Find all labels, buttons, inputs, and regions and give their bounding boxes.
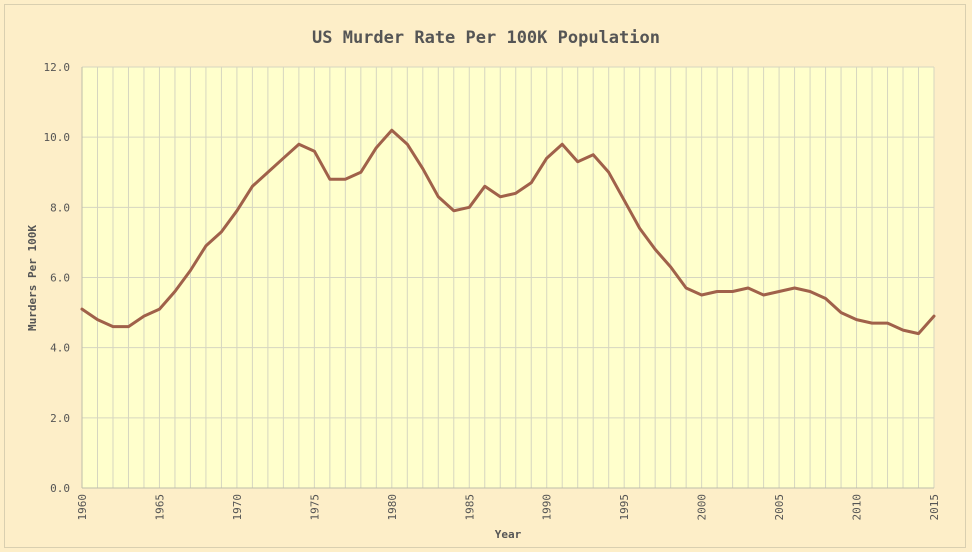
axes [81, 67, 934, 489]
chart-title: US Murder Rate Per 100K Population [312, 28, 660, 48]
series-layer [80, 128, 936, 336]
x-tick-label: 1990 [541, 494, 554, 521]
tick-labels: 0.0 2.0 4.0 6.0 8.0 10.0 12.0 1960 1965 1970 1975 1… [44, 61, 942, 521]
x-tick-label: 1965 [153, 494, 166, 521]
x-tick-label: 2010 [851, 494, 864, 521]
series-line [80, 128, 936, 336]
y-tick-label: 10.0 [44, 131, 71, 144]
y-tick-label: 2.0 [50, 412, 70, 425]
x-tick-label: 1970 [231, 494, 244, 521]
x-axis-title: Year [495, 528, 522, 541]
x-tick-label: 2015 [928, 494, 941, 521]
x-tick-label: 2000 [696, 494, 709, 521]
y-tick-label: 8.0 [50, 201, 70, 214]
y-tick-label: 12.0 [44, 61, 71, 74]
x-tick-label: 1975 [308, 494, 321, 521]
y-tick-label: 4.0 [50, 342, 70, 355]
x-tick-label: 2005 [773, 494, 786, 521]
x-tick-label: 1980 [386, 494, 399, 521]
x-tick-label: 1995 [618, 494, 631, 521]
y-tick-label: 6.0 [50, 272, 70, 285]
y-tick-label: 0.0 [50, 482, 70, 495]
grid-lines [81, 66, 935, 489]
x-tick-label: 1960 [76, 494, 89, 521]
y-axis-title: Murders Per 100K [26, 225, 39, 331]
x-tick-label: 1985 [463, 494, 476, 521]
